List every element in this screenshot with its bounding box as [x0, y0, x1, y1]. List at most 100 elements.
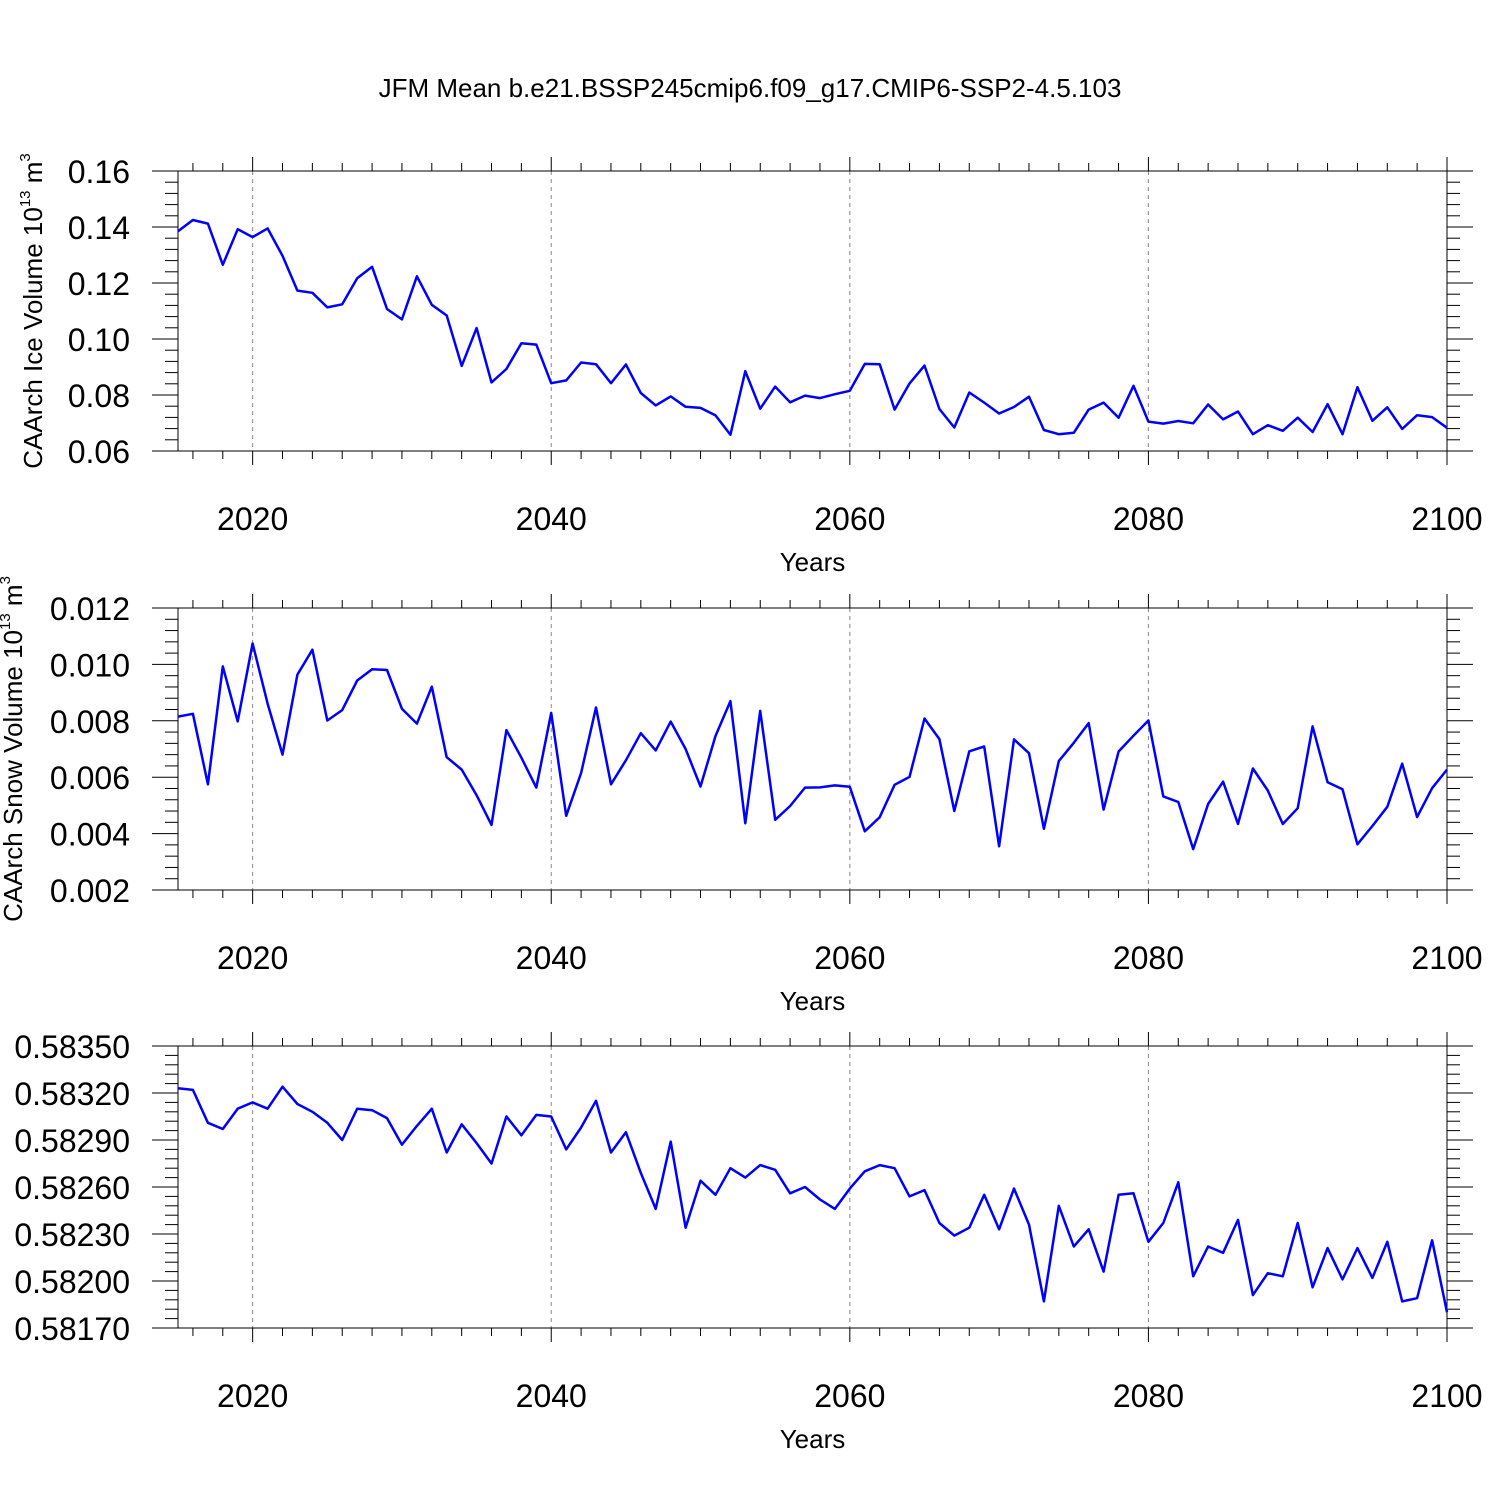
data-point: [1237, 1219, 1239, 1221]
data-point: [296, 674, 298, 676]
data-point: [685, 406, 687, 408]
data-point: [491, 824, 493, 826]
data-point: [953, 810, 955, 812]
data-point: [670, 1141, 672, 1143]
data-point: [565, 379, 567, 381]
data-point: [1103, 809, 1105, 811]
series-line: [177, 1085, 1449, 1313]
data-point: [744, 822, 746, 824]
data-point: [296, 290, 298, 292]
data-point: [700, 786, 702, 788]
y-tick-label: 0.010: [50, 647, 130, 683]
data-point: [894, 784, 896, 786]
data-point: [1177, 801, 1179, 803]
data-point: [1401, 763, 1403, 765]
data-point: [1058, 433, 1060, 435]
data-point: [1192, 848, 1194, 850]
data-point: [610, 783, 612, 785]
data-point: [222, 665, 224, 667]
data-point: [998, 412, 1000, 414]
data-point: [1282, 430, 1284, 432]
data-point: [550, 1116, 552, 1118]
data-point: [580, 362, 582, 364]
data-point: [1416, 816, 1418, 818]
data-point: [879, 363, 881, 365]
data-point: [386, 669, 388, 671]
data-point: [192, 1089, 194, 1091]
data-point: [595, 707, 597, 709]
data-point: [476, 327, 478, 329]
data-point: [535, 1114, 537, 1116]
data-point: [431, 1108, 433, 1110]
data-point: [759, 710, 761, 712]
data-point: [461, 365, 463, 367]
data-point: [1043, 828, 1045, 830]
data-point: [804, 395, 806, 397]
data-point: [998, 1228, 1000, 1230]
data-point: [1386, 406, 1388, 408]
x-tick-label: 2100: [1411, 501, 1482, 537]
data-point: [909, 383, 911, 385]
y-tick-label: 0.58350: [14, 1029, 130, 1065]
plot-frame: [177, 170, 1448, 452]
x-tick-label: 2060: [814, 501, 885, 537]
data-point: [595, 363, 597, 365]
data-point: [1103, 1271, 1105, 1273]
data-point: [774, 1169, 776, 1171]
data-point: [1132, 385, 1134, 387]
x-tick-label: 2060: [814, 940, 885, 976]
data-point: [1356, 1247, 1358, 1249]
data-point: [1297, 807, 1299, 809]
data-point: [1028, 752, 1030, 754]
data-point: [953, 426, 955, 428]
y-tick-label: 0.58320: [14, 1076, 130, 1112]
chart-title: JFM Mean b.e21.BSSP245cmip6.f09_g17.CMIP…: [379, 73, 1122, 103]
series-line: [177, 642, 1448, 851]
data-point: [1341, 1278, 1343, 1280]
data-point: [237, 228, 239, 230]
data-point: [1431, 1239, 1433, 1241]
data-point: [207, 223, 209, 225]
data-point: [1162, 795, 1164, 797]
data-point: [1088, 1228, 1090, 1230]
data-point: [1147, 421, 1149, 423]
data-point: [177, 716, 179, 718]
data-point: [595, 1100, 597, 1102]
data-point: [565, 1148, 567, 1150]
y-tick-label: 0.14: [68, 210, 130, 246]
data-point: [1207, 803, 1209, 805]
data-point: [580, 772, 582, 774]
data-point: [1058, 760, 1060, 762]
data-point: [1431, 416, 1433, 418]
data-point: [1162, 423, 1164, 425]
data-point: [789, 401, 791, 403]
data-point: [1416, 414, 1418, 416]
data-point: [670, 721, 672, 723]
data-point: [1371, 420, 1373, 422]
data-point: [371, 266, 373, 268]
data-point: [1297, 1222, 1299, 1224]
data-point: [237, 720, 239, 722]
data-point: [1043, 429, 1045, 431]
data-point: [1341, 433, 1343, 435]
data-point: [923, 1189, 925, 1191]
y-tick-label: 0.008: [50, 704, 130, 740]
x-tick-label: 2100: [1411, 940, 1482, 976]
data-point: [505, 729, 507, 731]
data-point: [177, 1087, 179, 1089]
data-point: [505, 368, 507, 370]
data-point: [998, 845, 1000, 847]
data-point: [849, 786, 851, 788]
y-tick-label: 0.10: [68, 322, 130, 358]
x-axis-label: Years: [780, 1424, 846, 1454]
data-point: [252, 643, 254, 645]
data-point: [1073, 1246, 1075, 1248]
y-tick-label: 0.58170: [14, 1311, 130, 1347]
x-tick-label: 2040: [516, 501, 587, 537]
y-tick-label: 0.16: [68, 154, 130, 190]
data-point: [983, 402, 985, 404]
data-point: [535, 787, 537, 789]
data-point: [311, 649, 313, 651]
data-point: [714, 735, 716, 737]
data-point: [311, 292, 313, 294]
